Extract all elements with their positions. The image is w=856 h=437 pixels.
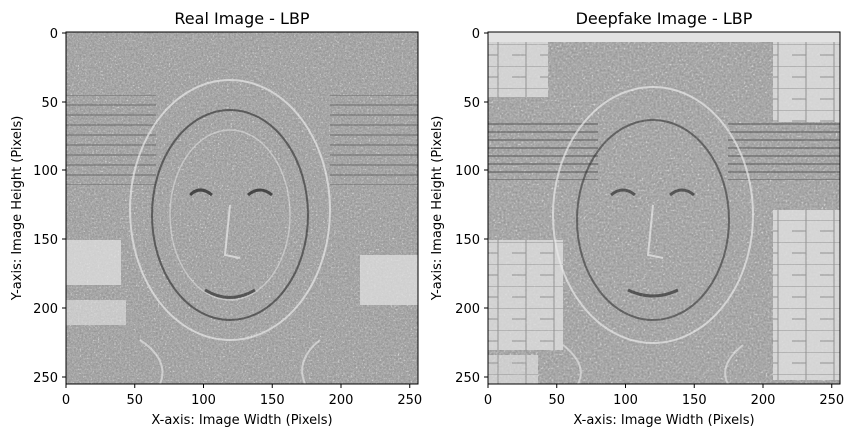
deepfake-panel-title: Deepfake Image - LBP [576,9,753,28]
real-xtick-label: 100 [191,393,216,408]
deepfake-ytick-label: 100 [455,164,480,179]
real-ytick-label: 50 [41,96,58,111]
deepfake-ytick-label: 250 [455,371,480,386]
real-panel-title: Real Image - LBP [174,9,310,28]
real-xtick-label: 150 [260,393,285,408]
deepfake-lbp-image [488,32,840,385]
deepfake-xtick-label: 0 [484,393,492,408]
real-lbp-image [66,32,418,385]
real-ytick-label: 250 [33,371,58,386]
real-ytick-label: 0 [50,27,58,42]
real-ytick-label: 200 [33,302,58,317]
deepfake-y-axis-label: Y-axis: Image Height (Pixels) [430,116,445,302]
deepfake-ytick-label: 150 [455,233,480,248]
deepfake-ytick-label: 50 [463,96,480,111]
real-ytick-label: 150 [33,233,58,248]
real-ytick-label: 100 [33,164,58,179]
deepfake-xtick-label: 50 [548,393,565,408]
real-xtick-label: 50 [126,393,143,408]
deepfake-y-ticks: 0 50 100 150 200 250 [455,27,488,386]
real-axes-frame [65,31,419,385]
deepfake-xtick-label: 150 [682,393,707,408]
real-xtick-label: 0 [62,393,70,408]
deepfake-xtick-label: 100 [613,393,638,408]
deepfake-xtick-label: 250 [819,393,844,408]
real-xtick-label: 200 [329,393,354,408]
deepfake-axes-frame [487,31,841,385]
deepfake-ytick-label: 200 [455,302,480,317]
deepfake-x-ticks: 0 50 100 150 200 250 [484,384,844,408]
deepfake-x-axis-label: X-axis: Image Width (Pixels) [573,413,754,428]
real-xtick-label: 250 [397,393,422,408]
deepfake-ytick-label: 0 [472,27,480,42]
real-lbp-panel: Real Image - LBP 0 50 100 150 200 250 0 … [10,9,422,428]
real-y-axis-label: Y-axis: Image Height (Pixels) [10,116,25,302]
deepfake-lbp-panel: Deepfake Image - LBP 0 50 100 150 200 25… [430,9,844,428]
real-y-ticks: 0 50 100 150 200 250 [33,27,66,386]
deepfake-xtick-label: 200 [751,393,776,408]
real-x-axis-label: X-axis: Image Width (Pixels) [151,413,332,428]
real-x-ticks: 0 50 100 150 200 250 [62,384,422,408]
